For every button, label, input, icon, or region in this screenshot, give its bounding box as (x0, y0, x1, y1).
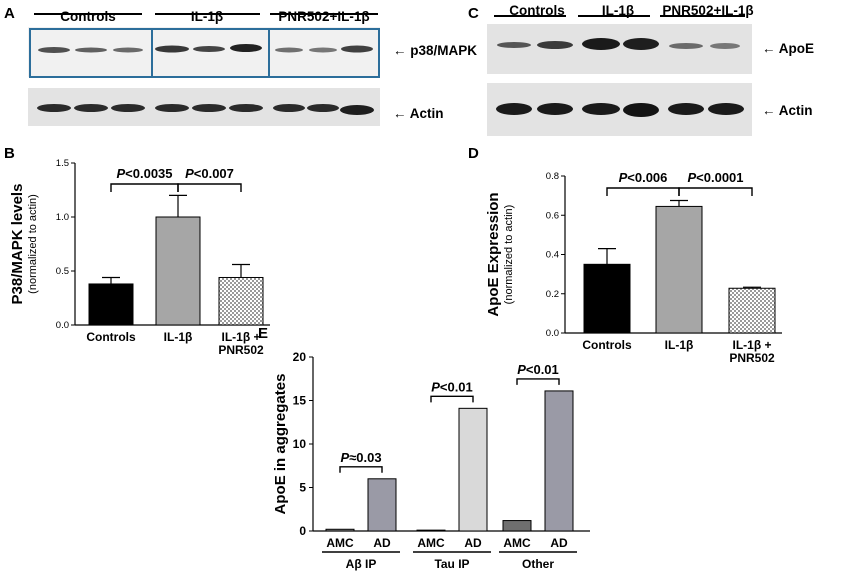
y-axis-title: ApoE in aggregates (272, 374, 289, 515)
y-tick-label: 20 (293, 350, 307, 364)
y-axis-subtitle: (normalized to actin) (503, 205, 515, 305)
blot-c-header-pnr502: PNR502+IL-1β (662, 3, 753, 18)
significance-label: P<0.006 (619, 170, 668, 185)
panel-c: C Controls IL-1β PNR502+IL-1β ← ApoE ← A… (468, 3, 814, 136)
bar (367, 478, 397, 532)
y-tick-label: 0.4 (546, 250, 559, 261)
blot-c-bands-actin (496, 103, 744, 117)
chart-d-apoe-expression: 0.0 0.2 0.4 0.6 0.8 ApoE Expression (normalize… (485, 170, 782, 365)
significance-label: P≈0.03 (340, 450, 381, 465)
x-bar-label: AMC (417, 536, 445, 550)
bar (458, 407, 488, 532)
y-axis-title: ApoE Expression (485, 192, 502, 316)
bar (325, 528, 355, 532)
x-bar-label: AD (464, 536, 482, 550)
blot-a-label-p38: ← p38/MAPK (393, 43, 477, 58)
blot-c-label-apoe: ← ApoE (762, 41, 814, 56)
blot-a-header-controls: Controls (60, 9, 116, 24)
blot-a-header-il1b: IL-1β (191, 9, 223, 24)
bar (544, 390, 574, 532)
y-tick-label: 5 (299, 481, 306, 495)
panel-letter-b: B (4, 145, 15, 162)
significance-bracket (339, 466, 383, 473)
x-category-label: PNR502 (729, 351, 775, 365)
x-bar-label: AD (550, 536, 568, 550)
y-tick-label: 0.2 (546, 289, 559, 300)
bar (728, 287, 776, 334)
blot-a-bands-p38 (38, 44, 373, 53)
chart-e-apoe-aggregates: 0 5 10 15 20 ApoE in aggregates AMC AD Aβ IP P≈0.… (272, 350, 590, 571)
panel-a: A Controls IL-1β PNR502+IL-1β ← p38/MAPK (4, 5, 477, 126)
x-group-label: Other (522, 557, 554, 571)
x-category-label: IL-1β + (733, 338, 772, 352)
blot-a-label-actin: ← Actin (393, 106, 444, 121)
panel-letter-d: D (468, 145, 479, 162)
bar (502, 520, 532, 532)
y-axis-subtitle: (normalized to actin) (27, 194, 39, 294)
significance-label: P<0.0035 (116, 166, 172, 181)
y-tick-label: 0.5 (56, 266, 69, 277)
chart-b-p38-levels: 0.0 0.5 1.0 1.5 P38/MAPK levels (normalized t… (9, 158, 270, 357)
x-category-label: IL-1β (665, 338, 694, 352)
x-bar-label: AMC (503, 536, 531, 550)
x-category-label: IL-1β + (222, 330, 261, 344)
y-tick-label: 0.6 (546, 210, 559, 221)
y-tick-label: 0.8 (546, 171, 559, 182)
blot-c-label-actin: ← Actin (762, 103, 813, 118)
blot-c-header-il1b: IL-1β (602, 3, 634, 18)
x-bar-label: AMC (326, 536, 354, 550)
blot-c-strip-apoe (487, 24, 752, 74)
blot-c-bands-apoe (497, 38, 740, 50)
blot-a-bands-actin (37, 104, 374, 115)
significance-label: P<0.0001 (687, 170, 743, 185)
blot-c-header-controls: Controls (509, 3, 565, 18)
y-tick-label: 0 (299, 524, 306, 538)
significance-bracket (110, 183, 179, 192)
significance-label: P<0.007 (185, 166, 234, 181)
bar (655, 205, 703, 334)
significance-bracket (606, 187, 680, 196)
significance-bracket (177, 183, 242, 192)
significance-label: P<0.01 (431, 379, 473, 394)
bar (218, 276, 264, 326)
bar (583, 263, 631, 334)
y-tick-label: 1.5 (56, 158, 69, 169)
bar (88, 283, 134, 326)
blot-a-header-pnr502: PNR502+IL-1β (278, 9, 369, 24)
x-category-label: IL-1β (164, 330, 193, 344)
bar (155, 216, 201, 326)
significance-bracket (678, 187, 753, 196)
x-group-label: Tau IP (434, 557, 469, 571)
significance-bracket (516, 378, 560, 385)
y-tick-label: 15 (293, 394, 307, 408)
x-bar-label: AD (373, 536, 391, 550)
panel-letter-a: A (4, 5, 15, 22)
y-tick-label: 0.0 (56, 320, 69, 331)
significance-label: P<0.01 (517, 362, 559, 377)
panel-letter-c: C (468, 5, 479, 22)
blot-a-box-pnr502 (268, 28, 380, 78)
x-category-label: Controls (86, 330, 136, 344)
x-category-label: Controls (582, 338, 632, 352)
y-tick-label: 1.0 (56, 212, 69, 223)
panel-letter-e: E (258, 325, 268, 342)
y-tick-label: 10 (293, 437, 307, 451)
y-tick-label: 0.0 (546, 328, 559, 339)
x-category-label: PNR502 (218, 343, 264, 357)
x-group-label: Aβ IP (346, 557, 377, 571)
significance-bracket (430, 395, 474, 403)
y-axis-title: P38/MAPK levels (9, 184, 26, 305)
bar (416, 529, 446, 532)
